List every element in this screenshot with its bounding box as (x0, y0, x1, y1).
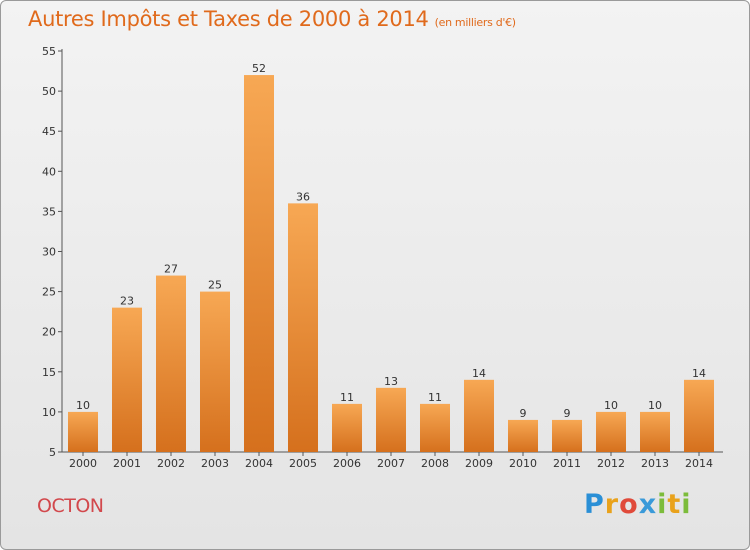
bar (156, 275, 186, 452)
chart-unit: (en milliers d'€) (434, 16, 516, 29)
y-tick-label: 35 (42, 205, 56, 218)
data-label: 14 (692, 367, 706, 380)
x-tick-label: 2005 (289, 457, 317, 470)
x-tick-label: 2011 (553, 457, 581, 470)
bar (508, 419, 538, 452)
y-tick-label: 15 (42, 366, 56, 379)
x-tick-label: 2000 (69, 457, 97, 470)
y-tick-label: 10 (42, 406, 56, 419)
bar (596, 411, 626, 452)
x-tick-label: 2006 (333, 457, 361, 470)
bar (288, 203, 318, 452)
x-tick-label: 2002 (157, 457, 185, 470)
y-tick-label: 45 (42, 125, 56, 138)
proxiti-logo: Proxiti (584, 489, 692, 520)
x-tick-label: 2014 (685, 457, 713, 470)
bar (200, 291, 230, 452)
data-label: 52 (252, 62, 266, 75)
bar (112, 307, 142, 452)
chart-title: Autres Impôts et Taxes de 2000 à 2014 (en… (28, 7, 516, 31)
place-name: OCTON (37, 495, 104, 517)
data-label: 27 (164, 263, 178, 276)
x-tick-label: 2001 (113, 457, 141, 470)
data-label: 23 (120, 295, 134, 308)
x-tick-label: 2007 (377, 457, 405, 470)
y-tick-label: 5 (49, 446, 56, 459)
chart-bars (68, 75, 714, 452)
bar (640, 411, 670, 452)
y-tick-label: 40 (42, 165, 56, 178)
data-label: 10 (648, 399, 662, 412)
data-label: 25 (208, 279, 222, 292)
y-tick-label: 20 (42, 326, 56, 339)
data-label: 11 (340, 391, 354, 404)
x-tick-label: 2010 (509, 457, 537, 470)
x-tick-label: 2003 (201, 457, 229, 470)
bar (420, 403, 450, 452)
data-label: 10 (604, 399, 618, 412)
bar (552, 419, 582, 452)
y-tick-label: 30 (42, 246, 56, 259)
data-label: 13 (384, 375, 398, 388)
bar (244, 75, 274, 452)
bar (68, 411, 98, 452)
x-tick-label: 2004 (245, 457, 273, 470)
y-tick-label: 55 (42, 45, 56, 58)
bar (376, 387, 406, 452)
x-tick-label: 2008 (421, 457, 449, 470)
data-label: 14 (472, 367, 486, 380)
data-label: 36 (296, 190, 310, 203)
y-tick-label: 50 (42, 85, 56, 98)
data-label: 9 (520, 407, 527, 420)
data-label: 9 (564, 407, 571, 420)
bar (684, 379, 714, 452)
data-label: 11 (428, 391, 442, 404)
y-tick-label: 25 (42, 286, 56, 299)
x-tick-label: 2013 (641, 457, 669, 470)
bar (464, 379, 494, 452)
x-tick-label: 2009 (465, 457, 493, 470)
x-tick-label: 2012 (597, 457, 625, 470)
bar (332, 403, 362, 452)
data-label: 10 (76, 399, 90, 412)
chart-labels: 2000 10 2001 23 2002 27 2003 25 2004 52 2005 36 2006… (69, 62, 713, 470)
chart-title-text: Autres Impôts et Taxes de 2000 à 2014 (28, 7, 429, 31)
